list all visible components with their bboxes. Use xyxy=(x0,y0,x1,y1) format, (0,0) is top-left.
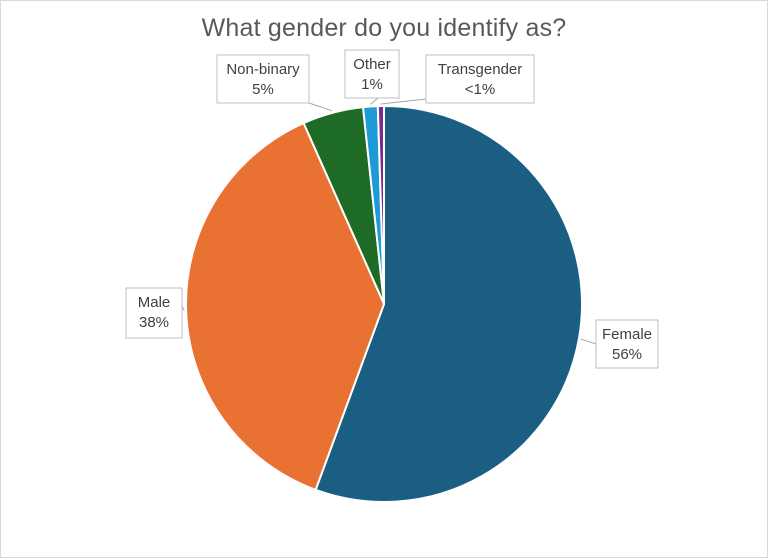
data-label-box xyxy=(595,319,659,369)
pie-slice-male xyxy=(185,121,386,492)
leader-line xyxy=(580,338,597,345)
data-label-box xyxy=(125,287,183,339)
data-label-category: Non-binary xyxy=(226,61,300,78)
leader-line xyxy=(380,98,427,105)
data-label-category: Transgender xyxy=(438,61,523,78)
data-label-box xyxy=(216,54,310,104)
leader-lines xyxy=(181,97,597,345)
chart-title: What gender do you identify as? xyxy=(201,14,567,42)
data-label-category: Male xyxy=(138,294,171,311)
data-label-category: Female xyxy=(602,326,652,343)
data-label-value: <1% xyxy=(465,81,495,98)
data-label-category: Other xyxy=(353,56,391,73)
pie-slice-transgender xyxy=(376,104,385,305)
data-label-box xyxy=(344,49,400,99)
leader-line xyxy=(308,102,333,112)
data-label-value: 1% xyxy=(361,76,383,93)
data-labels: Female 56% Male 38% Non-binary 5% Other 1% Trans… xyxy=(125,49,659,369)
data-label-value: 38% xyxy=(139,314,169,331)
leader-line xyxy=(369,97,379,105)
data-label-value: 56% xyxy=(612,346,642,363)
pie-slice-female xyxy=(314,104,583,503)
data-label-box xyxy=(425,54,535,104)
pie-slices xyxy=(185,104,583,503)
data-label-value: 5% xyxy=(252,81,274,98)
